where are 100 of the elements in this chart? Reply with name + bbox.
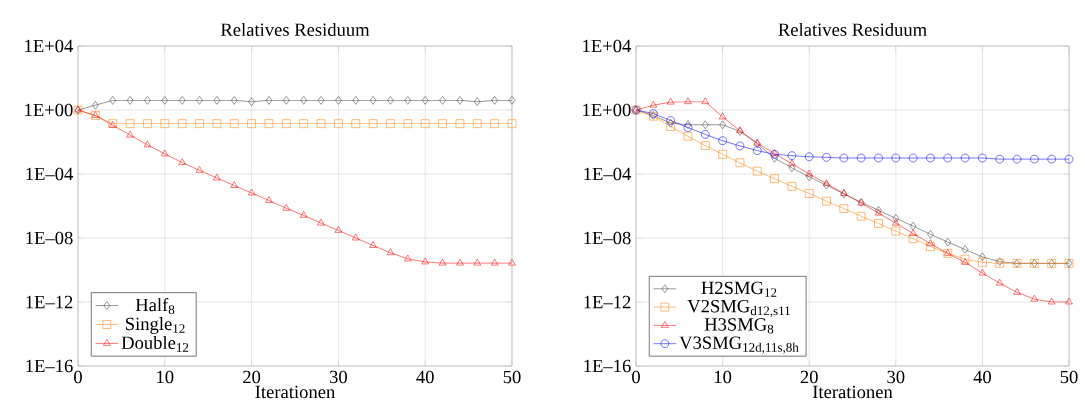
y-tick-label: 1E–08	[26, 231, 73, 245]
point	[753, 146, 762, 155]
point	[753, 166, 762, 176]
point	[804, 189, 814, 198]
point	[213, 173, 221, 181]
point	[421, 96, 429, 105]
point	[702, 120, 709, 129]
point	[839, 204, 849, 213]
point	[909, 229, 917, 236]
point	[978, 153, 987, 163]
x-axis-title: Iterationen	[255, 385, 336, 399]
legend-label: Double$_{12}$	[121, 335, 189, 352]
point	[978, 268, 987, 276]
point	[473, 258, 481, 266]
point	[387, 96, 394, 105]
point	[822, 179, 831, 186]
point	[943, 153, 953, 163]
point	[666, 97, 675, 105]
point	[144, 96, 151, 105]
x-tick-label: 30	[887, 370, 905, 384]
x-axis-title: Iterationen	[812, 385, 893, 399]
point	[701, 130, 710, 139]
point	[299, 119, 308, 128]
point	[1030, 154, 1039, 164]
legend-label: H3SMG$_{8}$	[704, 318, 774, 334]
y-tick-label: 1E–12	[584, 295, 631, 309]
point	[334, 226, 343, 233]
x-tick-label: 0	[632, 370, 640, 384]
point	[178, 158, 186, 165]
chart-title: Relatives Residuum	[778, 22, 927, 36]
point	[718, 112, 727, 120]
point	[944, 237, 952, 247]
point	[927, 230, 934, 239]
point	[196, 96, 203, 105]
x-tick-label: 0	[74, 370, 82, 384]
point	[1065, 297, 1073, 305]
point	[404, 254, 412, 262]
point	[247, 188, 256, 196]
point	[420, 119, 430, 128]
point	[283, 96, 290, 105]
point	[178, 96, 186, 105]
y-tick-label: 1E+00	[583, 103, 631, 117]
point	[926, 239, 935, 246]
y-tick-label: 1E–12	[26, 295, 73, 309]
point	[1064, 154, 1074, 164]
point	[300, 96, 307, 105]
point	[212, 119, 222, 128]
point	[874, 153, 883, 163]
point	[856, 211, 866, 221]
point	[264, 119, 274, 128]
point	[438, 258, 447, 266]
point	[161, 149, 169, 157]
point	[507, 119, 517, 128]
point	[351, 119, 361, 128]
legend-label: V2SMG$_{d12,s11}$	[687, 299, 790, 318]
point	[960, 153, 970, 163]
point	[926, 153, 935, 163]
point	[787, 151, 797, 160]
point	[926, 242, 935, 251]
point	[1047, 297, 1056, 305]
point	[161, 96, 169, 105]
point	[265, 196, 273, 203]
point	[230, 181, 238, 188]
point	[491, 96, 498, 105]
legend-label: V3SMG$_{12d,11s,8h}$	[679, 336, 799, 354]
point	[979, 252, 986, 262]
point	[456, 96, 464, 105]
point	[126, 96, 134, 105]
legend-label: H2SMG$_{12}$	[701, 281, 777, 297]
point	[718, 150, 727, 159]
point	[229, 119, 239, 128]
y-tick-label: 1E–04	[584, 167, 632, 181]
point	[386, 119, 395, 128]
point	[787, 182, 797, 191]
point	[438, 119, 447, 128]
point	[771, 154, 778, 163]
x-tick-label: 10	[714, 370, 732, 384]
point	[282, 119, 291, 128]
point	[474, 97, 481, 106]
point	[822, 196, 831, 206]
point	[909, 221, 917, 231]
point	[1030, 294, 1039, 302]
point	[421, 257, 429, 265]
chart-title: Relatives Residuum	[220, 22, 370, 36]
point	[805, 172, 813, 182]
point	[735, 158, 745, 168]
point	[404, 96, 412, 105]
point	[195, 119, 204, 128]
y-tick-label: 1E+04	[25, 39, 74, 53]
y-tick-label: 1E–08	[584, 231, 631, 245]
point	[1012, 154, 1022, 164]
point	[352, 233, 360, 241]
point	[684, 97, 692, 104]
x-tick-label: 50	[1060, 370, 1078, 384]
point	[125, 119, 135, 128]
point	[701, 97, 710, 104]
point	[282, 204, 291, 211]
point	[490, 119, 499, 128]
point	[874, 219, 883, 228]
point	[996, 278, 1004, 286]
